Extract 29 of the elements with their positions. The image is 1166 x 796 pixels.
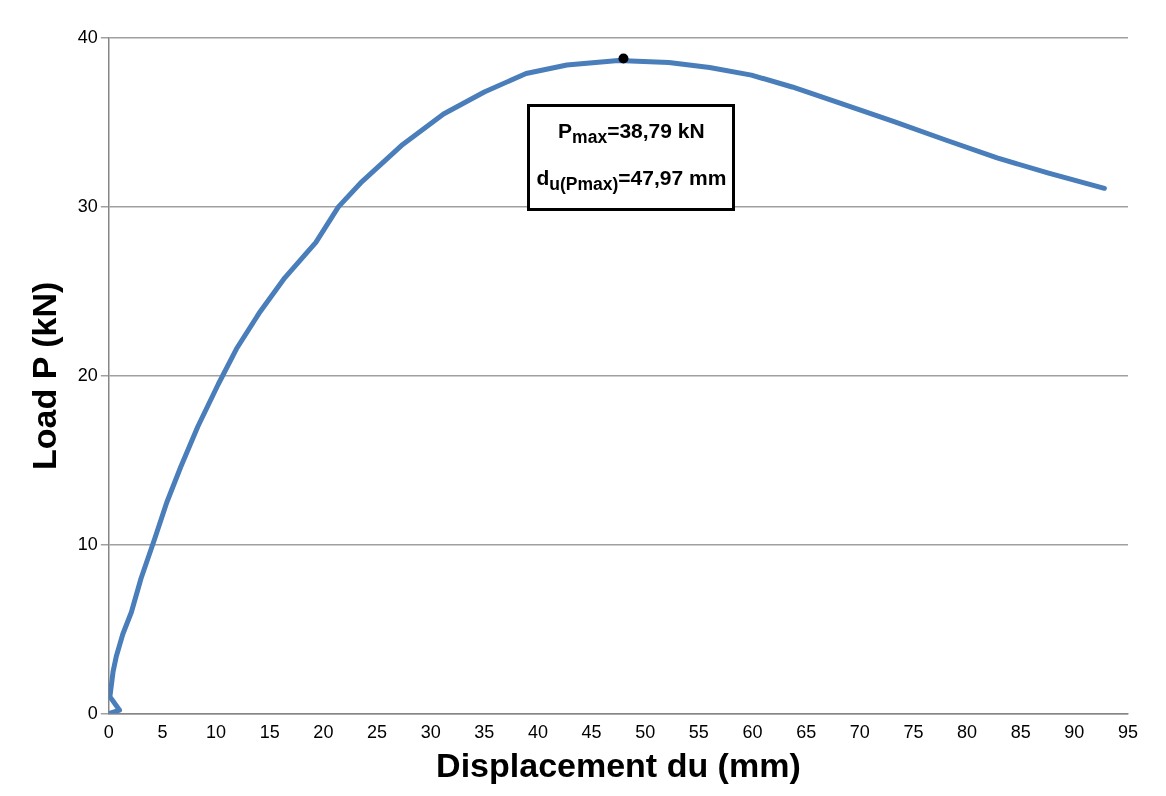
x-tick-label: 60 — [742, 722, 763, 743]
annotation: P$_{max}$=38,79 kN — [557, 118, 706, 150]
y-tick-label: 30 — [77, 195, 98, 216]
y-tick-label: 20 — [77, 364, 98, 385]
x-tick-label: 75 — [903, 722, 924, 743]
x-axis-title: Displacement du (mm) — [436, 745, 801, 784]
x-tick-label: 45 — [581, 722, 602, 743]
x-tick-label: 65 — [796, 722, 817, 743]
x-tick-label: 50 — [635, 722, 656, 743]
x-tick-label: 35 — [474, 722, 495, 743]
x-tick-label: 15 — [259, 722, 280, 743]
x-tick-label: 80 — [957, 722, 978, 743]
y-tick-label: 0 — [87, 702, 98, 723]
x-tick-label: 70 — [849, 722, 870, 743]
y-tick-label: 10 — [77, 533, 98, 554]
x-tick-label: 90 — [1064, 722, 1085, 743]
annotation: d$_{u(Pmax)}$=47,97 mm — [536, 164, 727, 196]
x-tick-label: 5 — [157, 722, 168, 743]
x-tick-label: 30 — [420, 722, 441, 743]
x-tick-label: 55 — [688, 722, 709, 743]
x-tick-label: 25 — [367, 722, 388, 743]
x-tick-label: 20 — [313, 722, 334, 743]
y-axis-title: Load P (kN) — [24, 281, 63, 470]
y-tick-label: 40 — [77, 26, 98, 47]
x-tick-label: 95 — [1117, 722, 1139, 743]
x-tick-label: 85 — [1010, 722, 1031, 743]
x-tick-label: 10 — [206, 722, 227, 743]
x-tick-label: 0 — [103, 722, 114, 743]
x-tick-label: 40 — [527, 722, 548, 743]
